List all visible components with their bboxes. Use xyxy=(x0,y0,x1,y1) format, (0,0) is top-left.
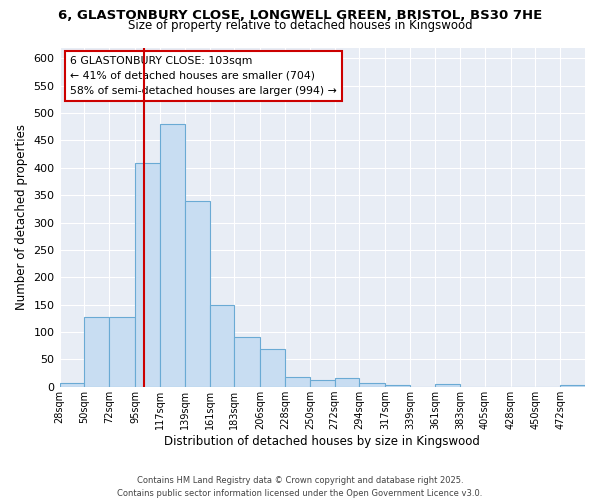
Bar xyxy=(160,124,185,386)
Y-axis label: Number of detached properties: Number of detached properties xyxy=(15,124,28,310)
Bar xyxy=(310,380,335,386)
Text: 6, GLASTONBURY CLOSE, LONGWELL GREEN, BRISTOL, BS30 7HE: 6, GLASTONBURY CLOSE, LONGWELL GREEN, BR… xyxy=(58,9,542,22)
Bar xyxy=(435,384,460,386)
Bar xyxy=(560,385,585,386)
Bar xyxy=(235,338,260,386)
Text: 6 GLASTONBURY CLOSE: 103sqm
← 41% of detached houses are smaller (704)
58% of se: 6 GLASTONBURY CLOSE: 103sqm ← 41% of det… xyxy=(70,56,337,96)
Bar xyxy=(59,383,85,386)
Bar xyxy=(209,304,235,386)
Bar xyxy=(109,316,135,386)
Bar xyxy=(85,316,109,386)
Text: Contains HM Land Registry data © Crown copyright and database right 2025.
Contai: Contains HM Land Registry data © Crown c… xyxy=(118,476,482,498)
Bar xyxy=(359,384,385,386)
Bar xyxy=(135,164,160,386)
Text: Size of property relative to detached houses in Kingswood: Size of property relative to detached ho… xyxy=(128,19,472,32)
Bar xyxy=(260,350,285,387)
X-axis label: Distribution of detached houses by size in Kingswood: Distribution of detached houses by size … xyxy=(164,434,480,448)
Bar xyxy=(185,200,209,386)
Bar xyxy=(385,385,410,386)
Bar xyxy=(285,377,310,386)
Bar xyxy=(335,378,359,386)
